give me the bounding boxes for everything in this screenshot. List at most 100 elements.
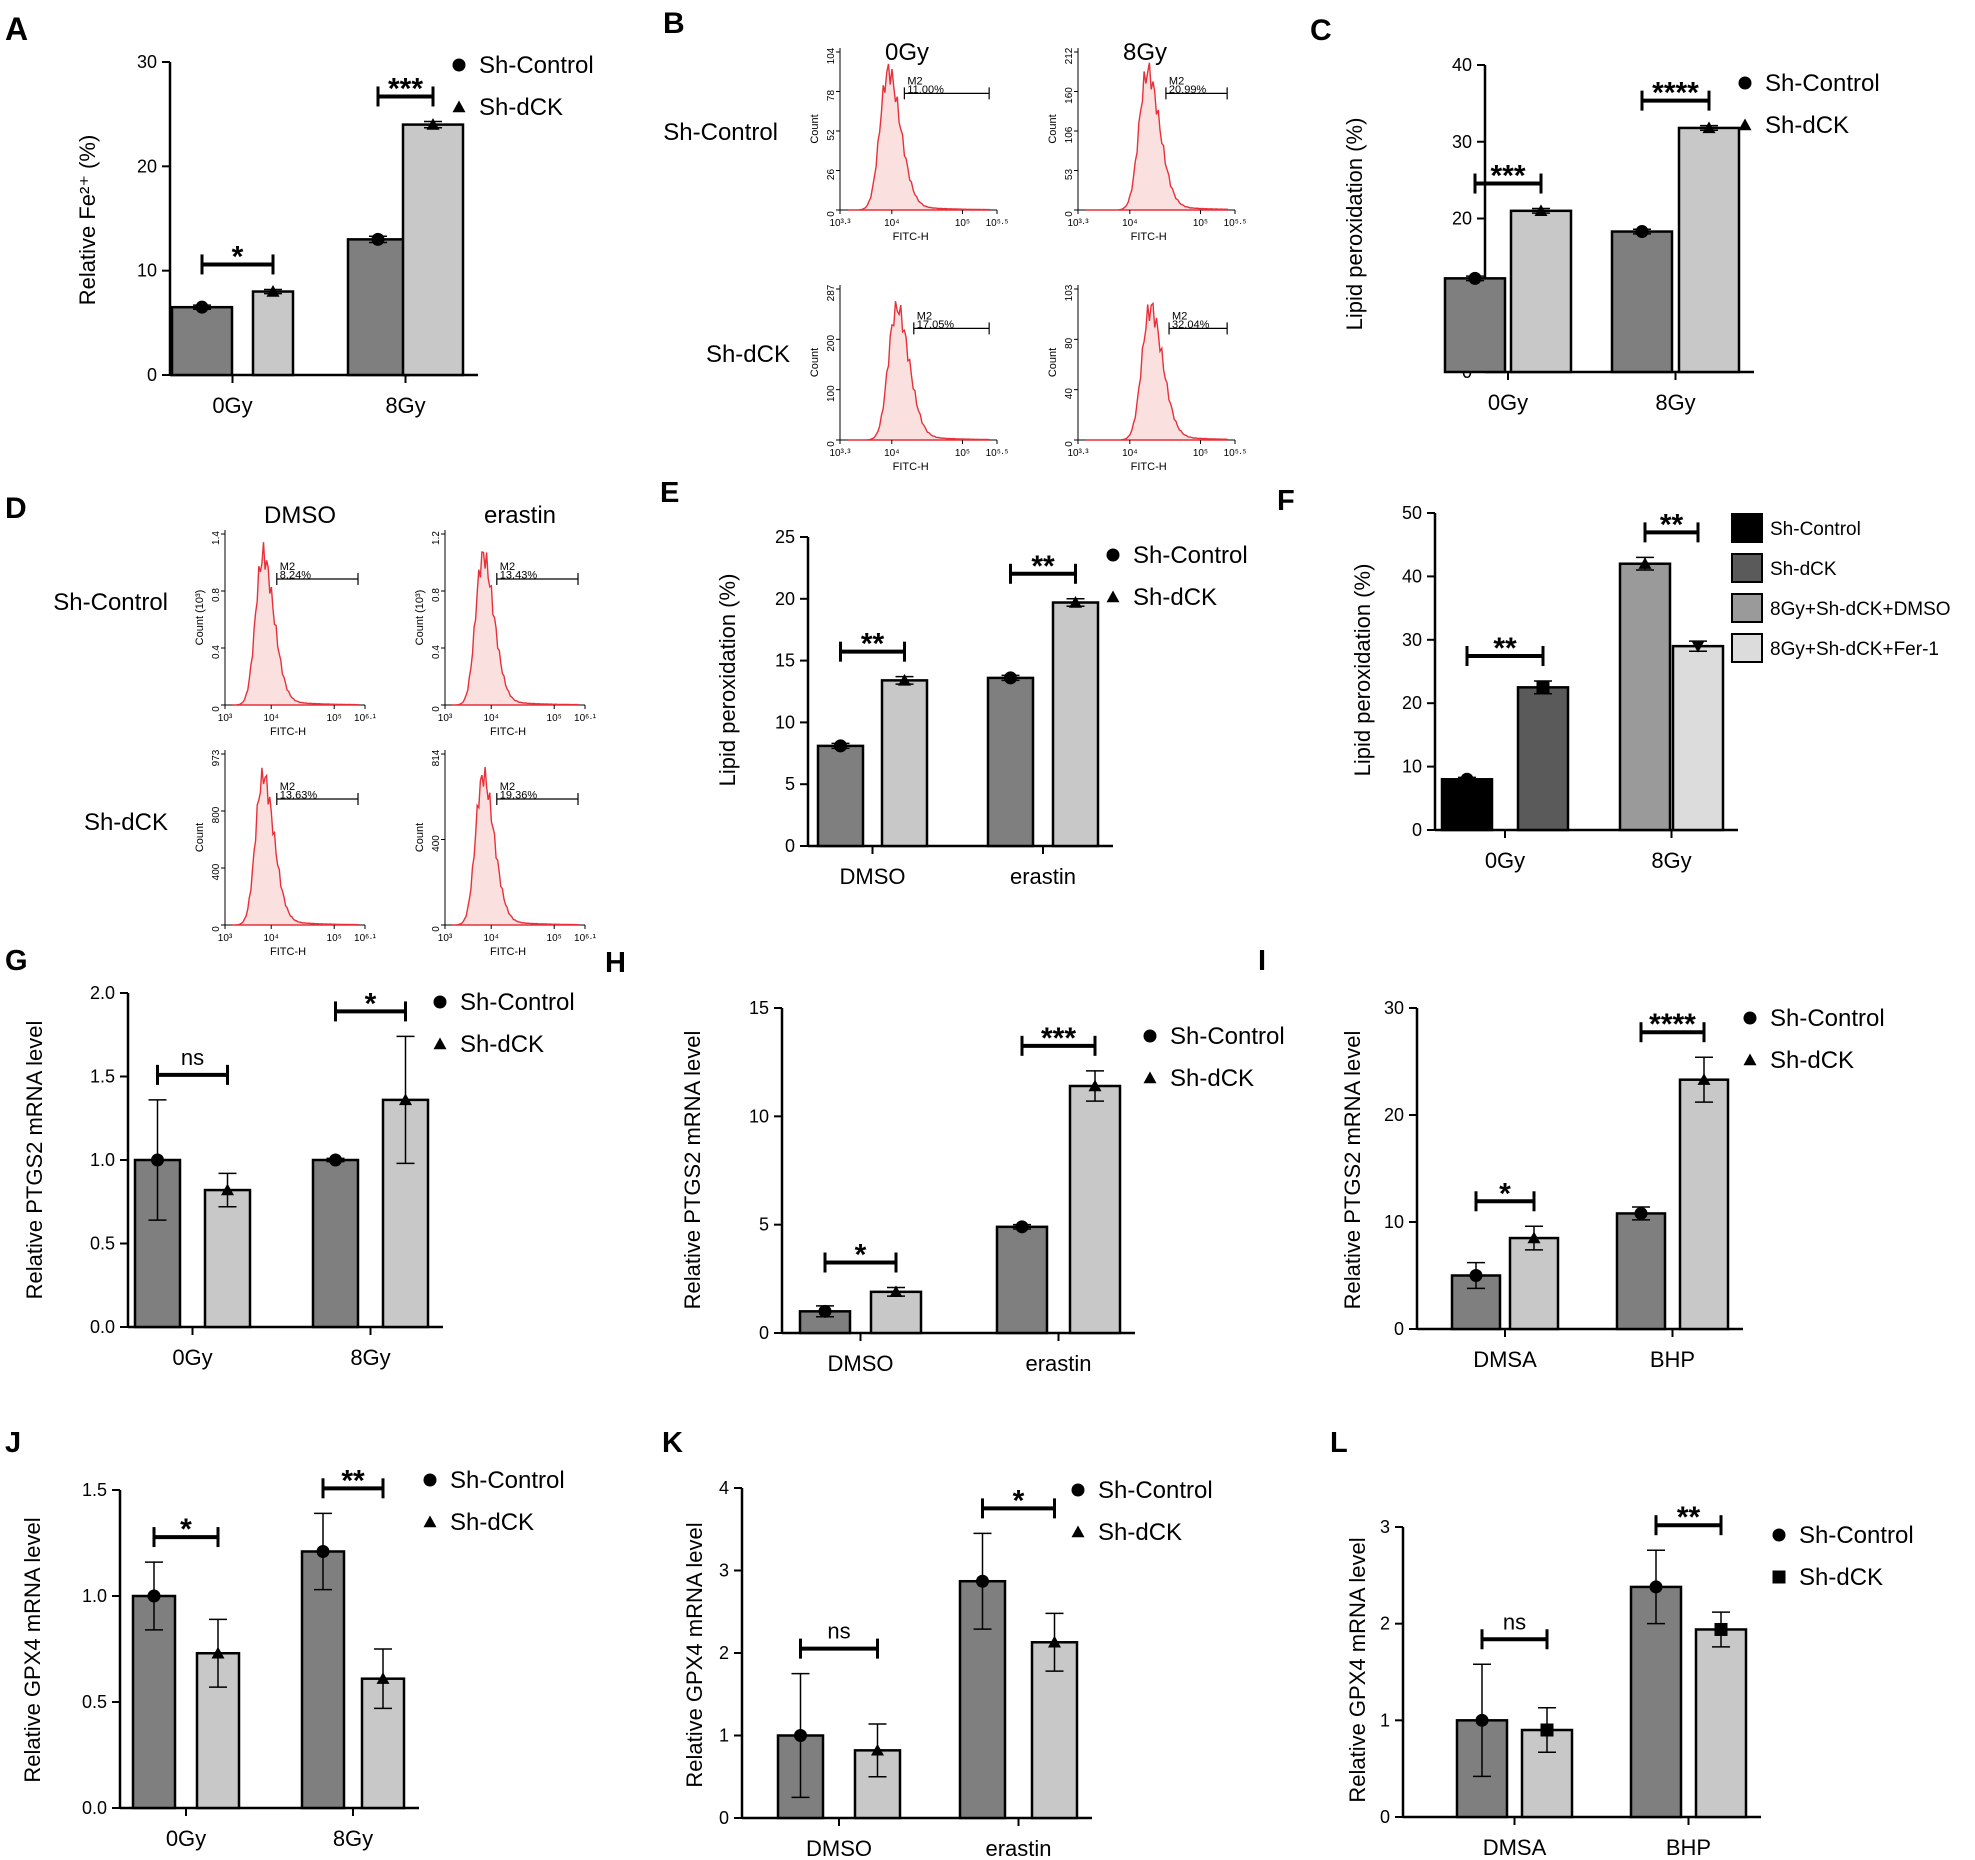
- x-tick-label: 10⁴: [1122, 218, 1137, 229]
- gate-label: M2: [280, 561, 295, 573]
- histogram-curve: [232, 767, 359, 926]
- y-tick-label: 3: [719, 1561, 729, 1581]
- legend-label: Sh-dCK: [1770, 559, 1837, 580]
- gate-percent: 13.63%: [280, 790, 318, 802]
- legend-label: Sh-Control: [1765, 70, 1880, 97]
- y-axis-label: Count: [1047, 348, 1059, 377]
- legend-label: Sh-Control: [1799, 1522, 1914, 1549]
- y-tick-label: 26: [826, 169, 837, 181]
- bar: [300, 1550, 346, 1810]
- bar: [131, 1594, 177, 1810]
- y-tick-label: 0: [1412, 820, 1422, 840]
- bar: [1030, 1641, 1079, 1820]
- y-tick-label: 10: [775, 712, 795, 732]
- histogram-curve: [847, 301, 990, 441]
- x-tick-label: 10⁴: [483, 713, 498, 724]
- x-tick-label: erastin: [1010, 864, 1076, 889]
- x-tick-label: 10⁵: [1193, 448, 1208, 459]
- x-tick-label: 10³·³: [1067, 448, 1089, 459]
- gate-percent: 19.36%: [500, 790, 538, 802]
- x-axis-label: FITC-H: [893, 231, 929, 243]
- data-point: [151, 1153, 164, 1167]
- data-point: [1468, 271, 1482, 285]
- legend-label: Sh-Control: [1133, 542, 1248, 569]
- significance-label: **: [341, 1464, 365, 1497]
- bar: [1068, 1084, 1122, 1335]
- x-tick-label: DMSO: [840, 864, 906, 889]
- legend-label: Sh-dCK: [460, 1031, 544, 1058]
- legend-label: Sh-Control: [1170, 1023, 1285, 1050]
- data-point: [399, 1093, 412, 1106]
- x-tick-label: 10⁴: [1122, 448, 1137, 459]
- x-tick-label: DMSA: [1483, 1835, 1547, 1860]
- chart-H: H 0 5 10 15 Relative PTGS2 mRNA level DMSO * era…: [605, 947, 1285, 1376]
- y-tick-label: 30: [1452, 132, 1472, 152]
- y-axis-label: Count (10³): [194, 590, 206, 646]
- bar: [170, 305, 234, 377]
- y-tick-label: 0: [1394, 1319, 1404, 1339]
- significance-label: ****: [1649, 1008, 1696, 1041]
- data-point: [1638, 557, 1652, 569]
- y-tick-label: 0: [759, 1323, 769, 1343]
- significance-label: **: [1660, 508, 1684, 541]
- x-tick-label: 10³: [218, 933, 233, 944]
- row-label: Sh-dCK: [84, 809, 168, 836]
- x-tick-label: 10⁶·¹: [354, 713, 377, 724]
- bar: [1440, 778, 1494, 832]
- gate-percent: 11.00%: [907, 84, 944, 96]
- data-point: [329, 1153, 342, 1167]
- y-tick-label: 0: [1064, 441, 1075, 447]
- x-tick-label: 10⁵: [327, 933, 342, 944]
- x-tick-label: 10⁵: [1193, 218, 1208, 229]
- y-tick-label: 20: [1402, 693, 1422, 713]
- y-axis-label: Count: [809, 114, 821, 143]
- bar: [133, 1158, 182, 1329]
- data-point: [1469, 1269, 1483, 1282]
- gate-percent: 32.04%: [1172, 319, 1210, 331]
- data-point: [1702, 121, 1716, 134]
- y-tick-label: 15: [749, 998, 769, 1018]
- y-tick-label: 0: [719, 1808, 729, 1828]
- x-axis-label: FITC-H: [490, 726, 526, 738]
- x-tick-label: 8Gy: [333, 1826, 373, 1851]
- y-axis-label: Relative Fe²⁺ (%): [75, 135, 100, 306]
- bar: [1508, 1236, 1560, 1331]
- row-label: Sh-Control: [663, 119, 778, 146]
- y-tick-label: 1.0: [90, 1150, 115, 1170]
- x-tick-label: 10⁵·⁵: [986, 448, 1009, 459]
- y-axis-label: Lipid peroxidation (%): [715, 574, 740, 787]
- data-point: [889, 1285, 903, 1298]
- significance-label: *: [1499, 1177, 1511, 1210]
- legend-label: Sh-dCK: [450, 1509, 534, 1536]
- legend-label: Sh-dCK: [1098, 1519, 1182, 1546]
- x-axis-label: FITC-H: [270, 726, 306, 738]
- y-axis-label: Lipid peroxidation (%): [1342, 118, 1367, 331]
- y-tick-label: 5: [785, 774, 795, 794]
- y-tick-label: 20: [775, 589, 795, 609]
- y-tick-label: 0.4: [431, 645, 442, 659]
- y-tick-label: 0.0: [90, 1317, 115, 1337]
- bar: [401, 123, 465, 377]
- y-tick-label: 800: [211, 806, 222, 823]
- y-tick-label: 103: [1064, 284, 1075, 301]
- panel-label: A: [5, 11, 28, 47]
- significance-label: *: [365, 987, 377, 1020]
- data-point: [211, 1646, 225, 1659]
- y-tick-label: 287: [826, 284, 837, 301]
- bar: [869, 1290, 923, 1335]
- legend-label: Sh-dCK: [479, 94, 563, 121]
- data-point: [1088, 1079, 1102, 1092]
- gate-percent: 20.99%: [1169, 84, 1207, 96]
- legend-label: Sh-dCK: [1170, 1065, 1254, 1092]
- histogram-curve: [452, 551, 579, 706]
- y-tick-label: 80: [1064, 337, 1075, 349]
- y-tick-label: 200: [826, 335, 837, 352]
- y-tick-label: 0: [826, 441, 837, 447]
- y-tick-label: 1: [719, 1726, 729, 1746]
- x-tick-label: 0Gy: [212, 393, 252, 418]
- data-point: [818, 1304, 832, 1318]
- x-tick-label: 0Gy: [166, 1826, 206, 1851]
- legend-marker: [423, 1515, 437, 1528]
- legend-swatch: [1731, 553, 1763, 583]
